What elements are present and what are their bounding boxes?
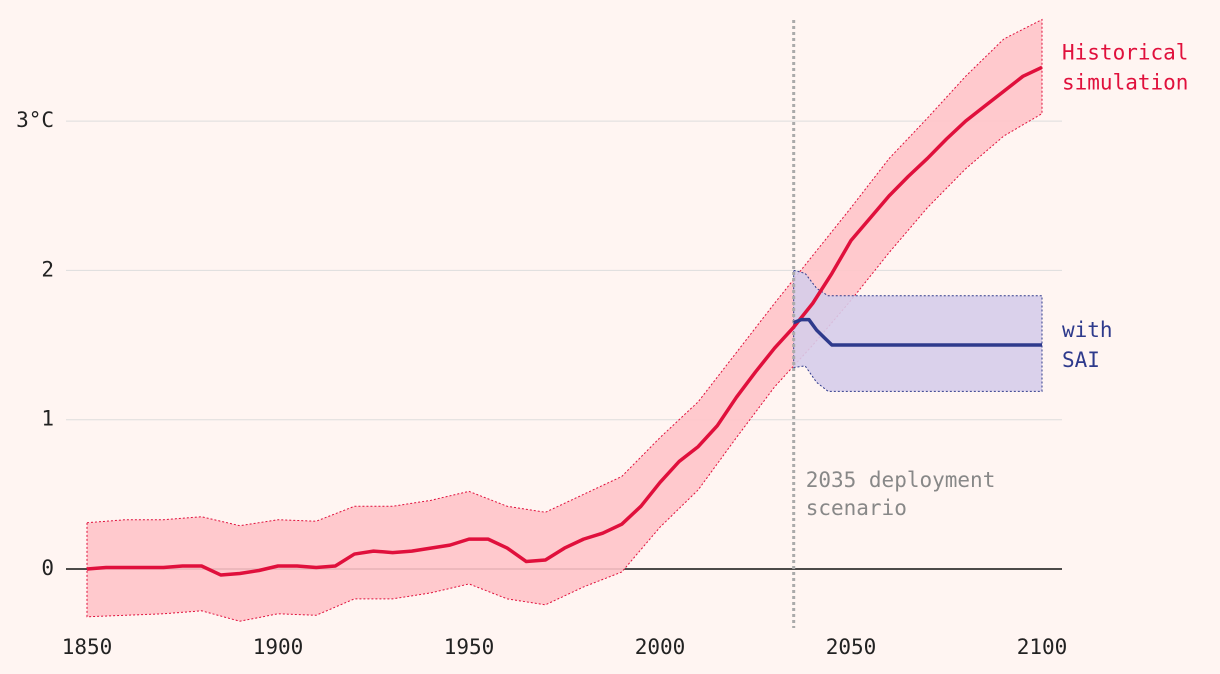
uncertainty-band xyxy=(86,18,1043,622)
x-tick-label: 2000 xyxy=(635,635,686,659)
annotation: 2035 deployment xyxy=(806,468,996,492)
y-tick-label: 1 xyxy=(41,407,54,431)
x-tick-label: 2050 xyxy=(826,635,877,659)
y-tick-label: 3°C xyxy=(16,108,54,132)
x-tick-label: 2100 xyxy=(1017,635,1068,659)
x-tick-label: 1900 xyxy=(253,635,304,659)
series-label: with SAI xyxy=(1062,318,1113,372)
annotation: scenario xyxy=(806,496,907,520)
x-tick-label: 1950 xyxy=(444,635,495,659)
x-tick-label: 1850 xyxy=(62,635,113,659)
uncertainty-band xyxy=(793,269,1043,392)
series-line xyxy=(793,317,1042,347)
series-label: Historical simulation xyxy=(1062,40,1188,94)
y-tick-label: 2 xyxy=(41,257,54,281)
y-tick-label: 0 xyxy=(41,556,54,580)
series-line xyxy=(86,65,1043,577)
